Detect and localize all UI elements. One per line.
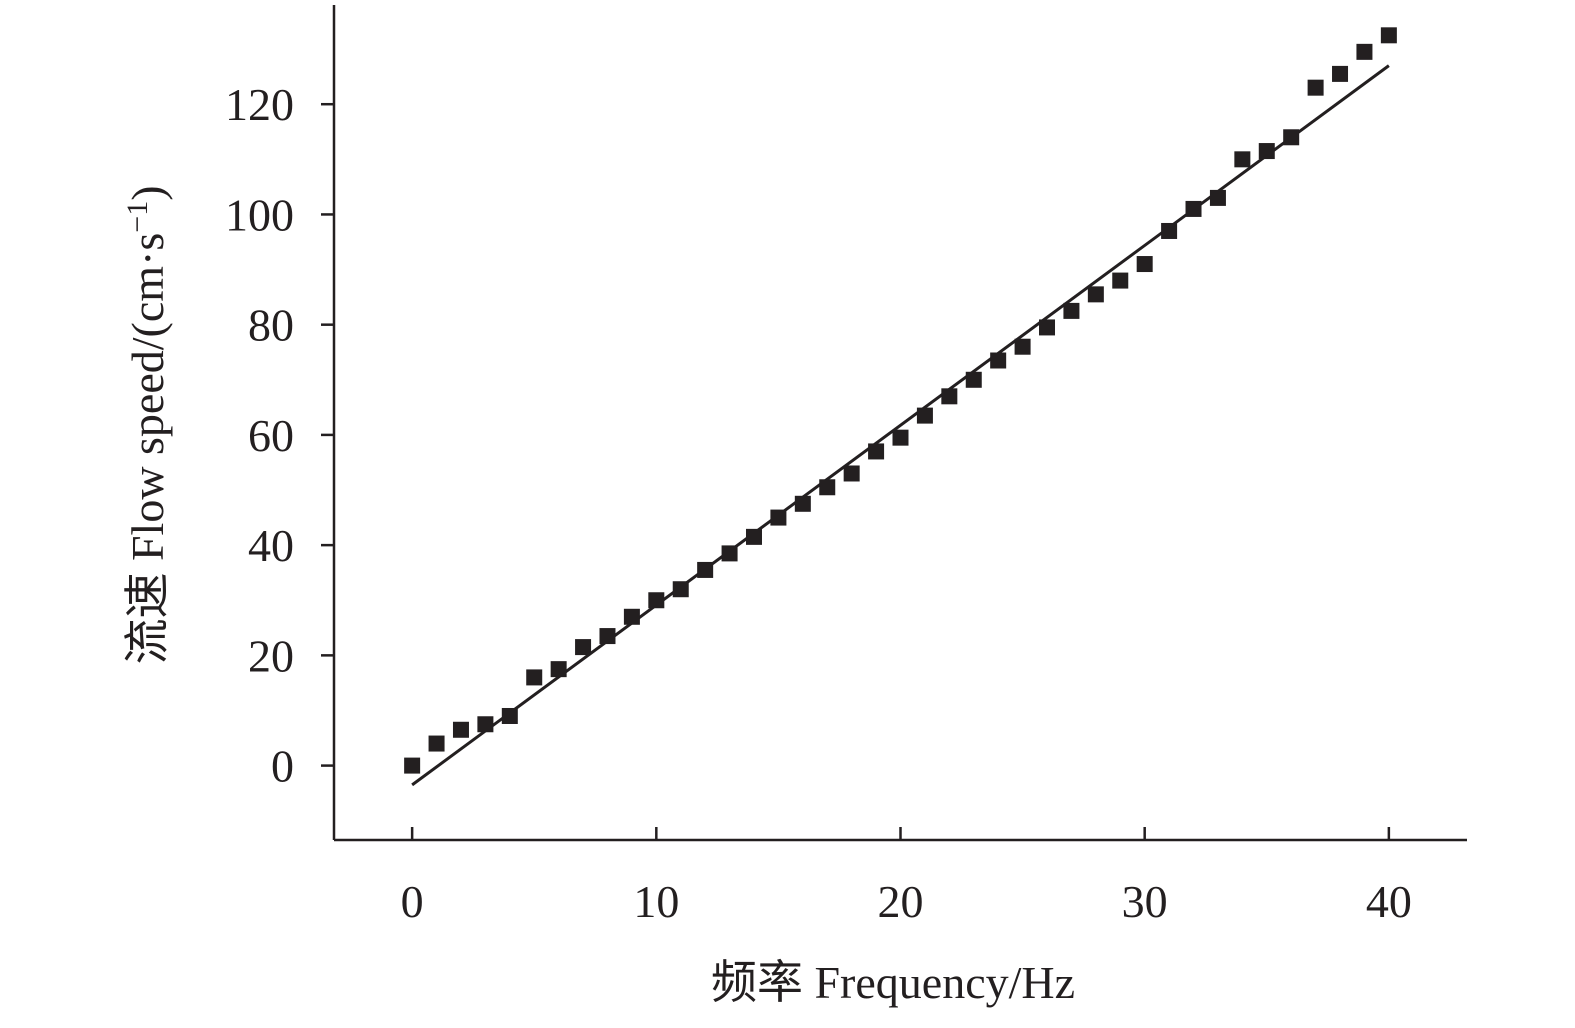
y-axis-ticks: 0 20 40 60 80 100 120 [225, 79, 334, 792]
x-tick-label: 40 [1366, 876, 1412, 927]
data-point [868, 443, 885, 460]
data-point [1258, 143, 1275, 160]
fit-line-group [411, 64, 1390, 787]
data-points [404, 27, 1397, 774]
y-axis-title-superscript: −1 [121, 201, 154, 233]
x-tick-label: 30 [1122, 876, 1168, 927]
fit-line [411, 64, 1390, 787]
data-point [1087, 286, 1104, 303]
y-axis-title-close: ) [122, 185, 173, 200]
data-point [819, 479, 836, 496]
data-point [452, 721, 469, 738]
data-point [1283, 129, 1300, 146]
data-point [672, 581, 689, 598]
data-point [843, 465, 860, 482]
y-axis-title: 流速 Flow speed/(cm·s−1) [121, 185, 174, 664]
data-point [1136, 256, 1153, 273]
data-point [745, 528, 762, 545]
y-tick-label: 20 [248, 630, 294, 681]
x-tick-label: 0 [401, 876, 424, 927]
data-point [477, 716, 494, 733]
data-point [941, 388, 958, 405]
data-point [526, 669, 543, 686]
y-tick-label: 100 [225, 189, 294, 240]
data-point [1161, 222, 1178, 239]
data-point [1332, 65, 1349, 82]
data-point [623, 608, 640, 625]
y-tick-label: 40 [248, 520, 294, 571]
data-point [1185, 200, 1202, 217]
x-tick-label: 20 [878, 876, 924, 927]
x-tick-label: 10 [633, 876, 679, 927]
data-point [599, 628, 616, 645]
data-point [550, 661, 567, 678]
data-point [1063, 302, 1080, 319]
data-point [1356, 43, 1373, 60]
data-point [770, 509, 787, 526]
data-point [1380, 27, 1397, 44]
data-point [575, 639, 592, 656]
y-tick-label: 120 [225, 79, 294, 130]
data-point [501, 707, 518, 724]
data-point [965, 371, 982, 388]
data-point [1209, 189, 1226, 206]
data-point [404, 757, 421, 774]
y-tick-label: 0 [271, 741, 294, 792]
y-tick-label: 80 [248, 300, 294, 351]
data-point [1234, 151, 1251, 168]
data-point [990, 352, 1007, 369]
data-point [1014, 338, 1031, 355]
data-point [1112, 272, 1129, 289]
data-point [721, 545, 738, 562]
y-axis-title-main: 流速 Flow speed/(cm·s [122, 233, 173, 665]
x-axis-ticks: 0 10 20 30 40 [401, 827, 1412, 927]
data-point [1307, 79, 1324, 96]
y-tick-label: 60 [248, 410, 294, 461]
data-point [428, 735, 445, 752]
data-point [794, 495, 811, 512]
data-point [648, 592, 665, 609]
x-axis-title: 频率 Frequency/Hz [711, 957, 1075, 1008]
data-point [892, 429, 909, 446]
data-point [916, 407, 933, 424]
data-point [697, 561, 714, 578]
data-point [1039, 319, 1056, 336]
